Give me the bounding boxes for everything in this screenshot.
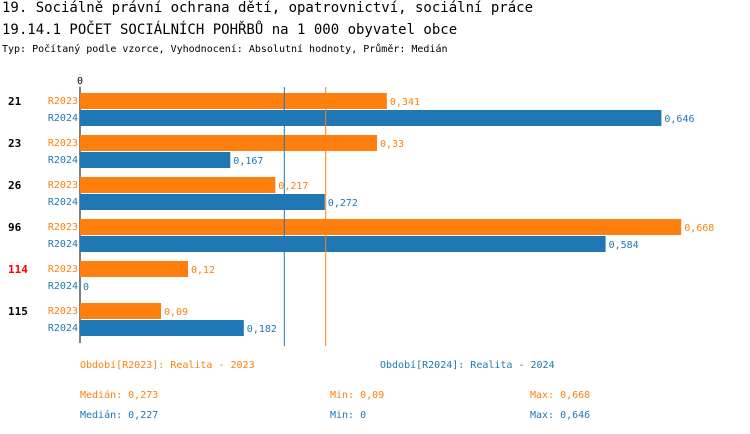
legend-r2024-min: Min: 0 bbox=[330, 410, 367, 421]
x-axis-zero-label: 0 bbox=[77, 76, 83, 87]
legend-r2023-period: Období[R2023]: Realita - 2023 bbox=[80, 360, 255, 371]
bar-chart: 0 21 R2023 0,341 R2024 0,646 23 R2023 0,33 R2024 0… bbox=[8, 76, 714, 346]
value-label-r2023-96: 0,668 bbox=[684, 223, 714, 234]
category-label-96: 96 bbox=[8, 221, 22, 234]
value-label-r2023-114: 0,12 bbox=[191, 265, 215, 276]
series-label-r2024-23: R2024 bbox=[48, 155, 78, 166]
legend-r2023-max: Max: 0,668 bbox=[530, 390, 591, 401]
value-label-r2024-23: 0,167 bbox=[233, 156, 263, 167]
bar-r2024-115 bbox=[80, 320, 244, 336]
bar-r2024-96 bbox=[80, 236, 606, 252]
legend-r2023-median: Medián: 0,273 bbox=[80, 390, 159, 401]
category-label-114: 114 bbox=[8, 263, 28, 276]
bar-r2024-26 bbox=[80, 194, 325, 210]
bar-r2024-23 bbox=[80, 152, 231, 168]
series-label-r2023-23: R2023 bbox=[48, 138, 78, 149]
series-label-r2023-115: R2023 bbox=[48, 306, 78, 317]
series-label-r2023-96: R2023 bbox=[48, 222, 78, 233]
series-label-r2024-115: R2024 bbox=[48, 323, 78, 334]
value-label-r2024-114: 0 bbox=[83, 282, 89, 293]
chart-type-line: Typ: Počítaný podle vzorce, Vyhodnocení:… bbox=[2, 44, 448, 55]
value-label-r2023-115: 0,09 bbox=[164, 307, 188, 318]
value-label-r2024-21: 0,646 bbox=[664, 114, 694, 125]
series-label-r2024-26: R2024 bbox=[48, 197, 78, 208]
series-label-r2023-21: R2023 bbox=[48, 96, 78, 107]
legend-r2024-max: Max: 0,646 bbox=[530, 410, 591, 421]
value-label-r2023-26: 0,217 bbox=[278, 181, 308, 192]
category-label-26: 26 bbox=[8, 179, 22, 192]
bar-r2023-23 bbox=[80, 135, 377, 151]
legend-r2024-period: Období[R2024]: Realita - 2024 bbox=[380, 360, 555, 371]
bar-r2023-115 bbox=[80, 303, 161, 319]
category-label-115: 115 bbox=[8, 305, 28, 318]
series-label-r2024-21: R2024 bbox=[48, 113, 78, 124]
category-label-21: 21 bbox=[8, 95, 22, 108]
series-label-r2023-114: R2023 bbox=[48, 264, 78, 275]
value-label-r2023-21: 0,341 bbox=[390, 97, 420, 108]
legend-r2024-median: Medián: 0,227 bbox=[80, 410, 159, 421]
bar-r2023-96 bbox=[80, 219, 682, 235]
bar-r2023-26 bbox=[80, 177, 276, 193]
value-label-r2024-26: 0,272 bbox=[328, 198, 358, 209]
chart-subtitle: 19.14.1 POČET SOCIÁLNÍCH POHŘBŮ na 1 000… bbox=[2, 22, 458, 38]
series-label-r2024-96: R2024 bbox=[48, 239, 78, 250]
legend-r2023-min: Min: 0,09 bbox=[330, 390, 385, 401]
bar-r2023-21 bbox=[80, 93, 387, 109]
series-label-r2024-114: R2024 bbox=[48, 281, 78, 292]
series-label-r2023-26: R2023 bbox=[48, 180, 78, 191]
category-label-23: 23 bbox=[8, 137, 21, 150]
chart-title: 19. Sociálně právní ochrana dětí, opatro… bbox=[2, 0, 534, 16]
value-label-r2023-23: 0,33 bbox=[380, 139, 404, 150]
bar-r2024-21 bbox=[80, 110, 662, 126]
value-label-r2024-115: 0,182 bbox=[247, 324, 277, 335]
bar-r2023-114 bbox=[80, 261, 188, 277]
value-label-r2024-96: 0,584 bbox=[609, 240, 639, 251]
